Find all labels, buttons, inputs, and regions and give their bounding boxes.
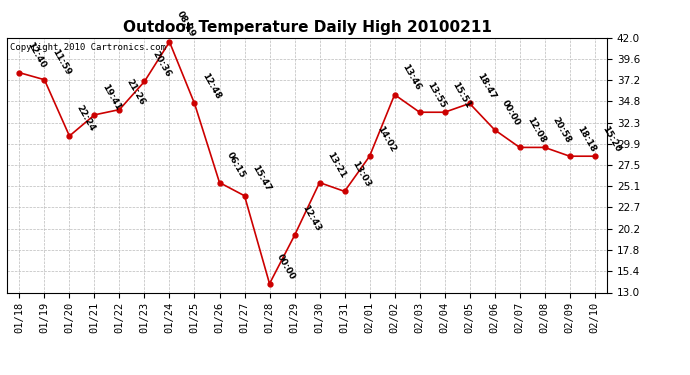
Text: 13:55: 13:55 xyxy=(425,80,447,110)
Text: 12:08: 12:08 xyxy=(525,116,547,145)
Text: 00:00: 00:00 xyxy=(500,98,522,127)
Text: 12:40: 12:40 xyxy=(25,40,47,70)
Text: 06:15: 06:15 xyxy=(225,151,247,180)
Text: 15:51: 15:51 xyxy=(450,80,472,110)
Text: 13:21: 13:21 xyxy=(325,150,347,180)
Text: 19:41: 19:41 xyxy=(100,82,122,112)
Text: 13:03: 13:03 xyxy=(350,159,372,189)
Title: Outdoor Temperature Daily High 20100211: Outdoor Temperature Daily High 20100211 xyxy=(123,20,491,35)
Text: Copyright 2010 Cartronics.com: Copyright 2010 Cartronics.com xyxy=(10,43,166,52)
Text: 14:02: 14:02 xyxy=(375,124,397,153)
Text: 21:26: 21:26 xyxy=(125,78,147,107)
Text: 20:36: 20:36 xyxy=(150,50,172,79)
Text: 18:18: 18:18 xyxy=(575,124,598,153)
Text: 20:58: 20:58 xyxy=(550,116,572,145)
Text: 18:47: 18:47 xyxy=(475,71,497,100)
Text: 15:47: 15:47 xyxy=(250,164,273,193)
Text: 11:59: 11:59 xyxy=(50,48,72,77)
Text: 15:20: 15:20 xyxy=(600,124,622,153)
Text: 13:46: 13:46 xyxy=(400,63,422,92)
Text: 08:39: 08:39 xyxy=(175,10,197,39)
Text: 12:43: 12:43 xyxy=(300,203,322,232)
Text: 22:24: 22:24 xyxy=(75,104,97,133)
Text: 00:00: 00:00 xyxy=(275,252,297,281)
Text: 12:48: 12:48 xyxy=(200,71,222,100)
